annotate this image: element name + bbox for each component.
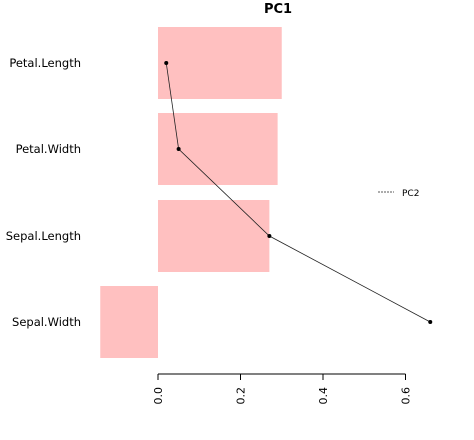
x-tick-label-0: 0.0 — [152, 387, 165, 405]
x-axis: 0.0 0.2 0.4 0.6 — [152, 373, 413, 405]
series-line-pc2 — [165, 62, 431, 323]
legend: PC2 — [378, 189, 419, 199]
x-tick-label-1: 0.2 — [235, 387, 248, 405]
category-label-petal-width: Petal.Width — [16, 142, 81, 156]
series-point-pc2-2 — [267, 234, 272, 238]
category-label-sepal-width: Sepal.Width — [12, 315, 81, 329]
category-labels: Petal.Length Petal.Width Sepal.Length Sepal… — [6, 56, 81, 329]
bar-sepal-length — [158, 200, 270, 272]
series-point-pc2-3 — [428, 320, 433, 324]
category-label-sepal-length: Sepal.Length — [6, 229, 81, 243]
legend-label-pc2: PC2 — [402, 189, 419, 199]
series-point-pc2-1 — [176, 147, 181, 151]
series-point-pc2-0 — [164, 61, 169, 65]
category-label-petal-length: Petal.Length — [9, 56, 81, 70]
bars — [100, 27, 282, 358]
chart-title: PC1 — [264, 2, 292, 17]
bar-petal-length — [158, 27, 282, 99]
bar-sepal-width — [100, 286, 158, 358]
x-tick-label-2: 0.4 — [317, 387, 330, 405]
line-series — [164, 61, 433, 324]
x-tick-label-3: 0.6 — [400, 387, 413, 405]
bar-petal-width — [158, 113, 278, 185]
